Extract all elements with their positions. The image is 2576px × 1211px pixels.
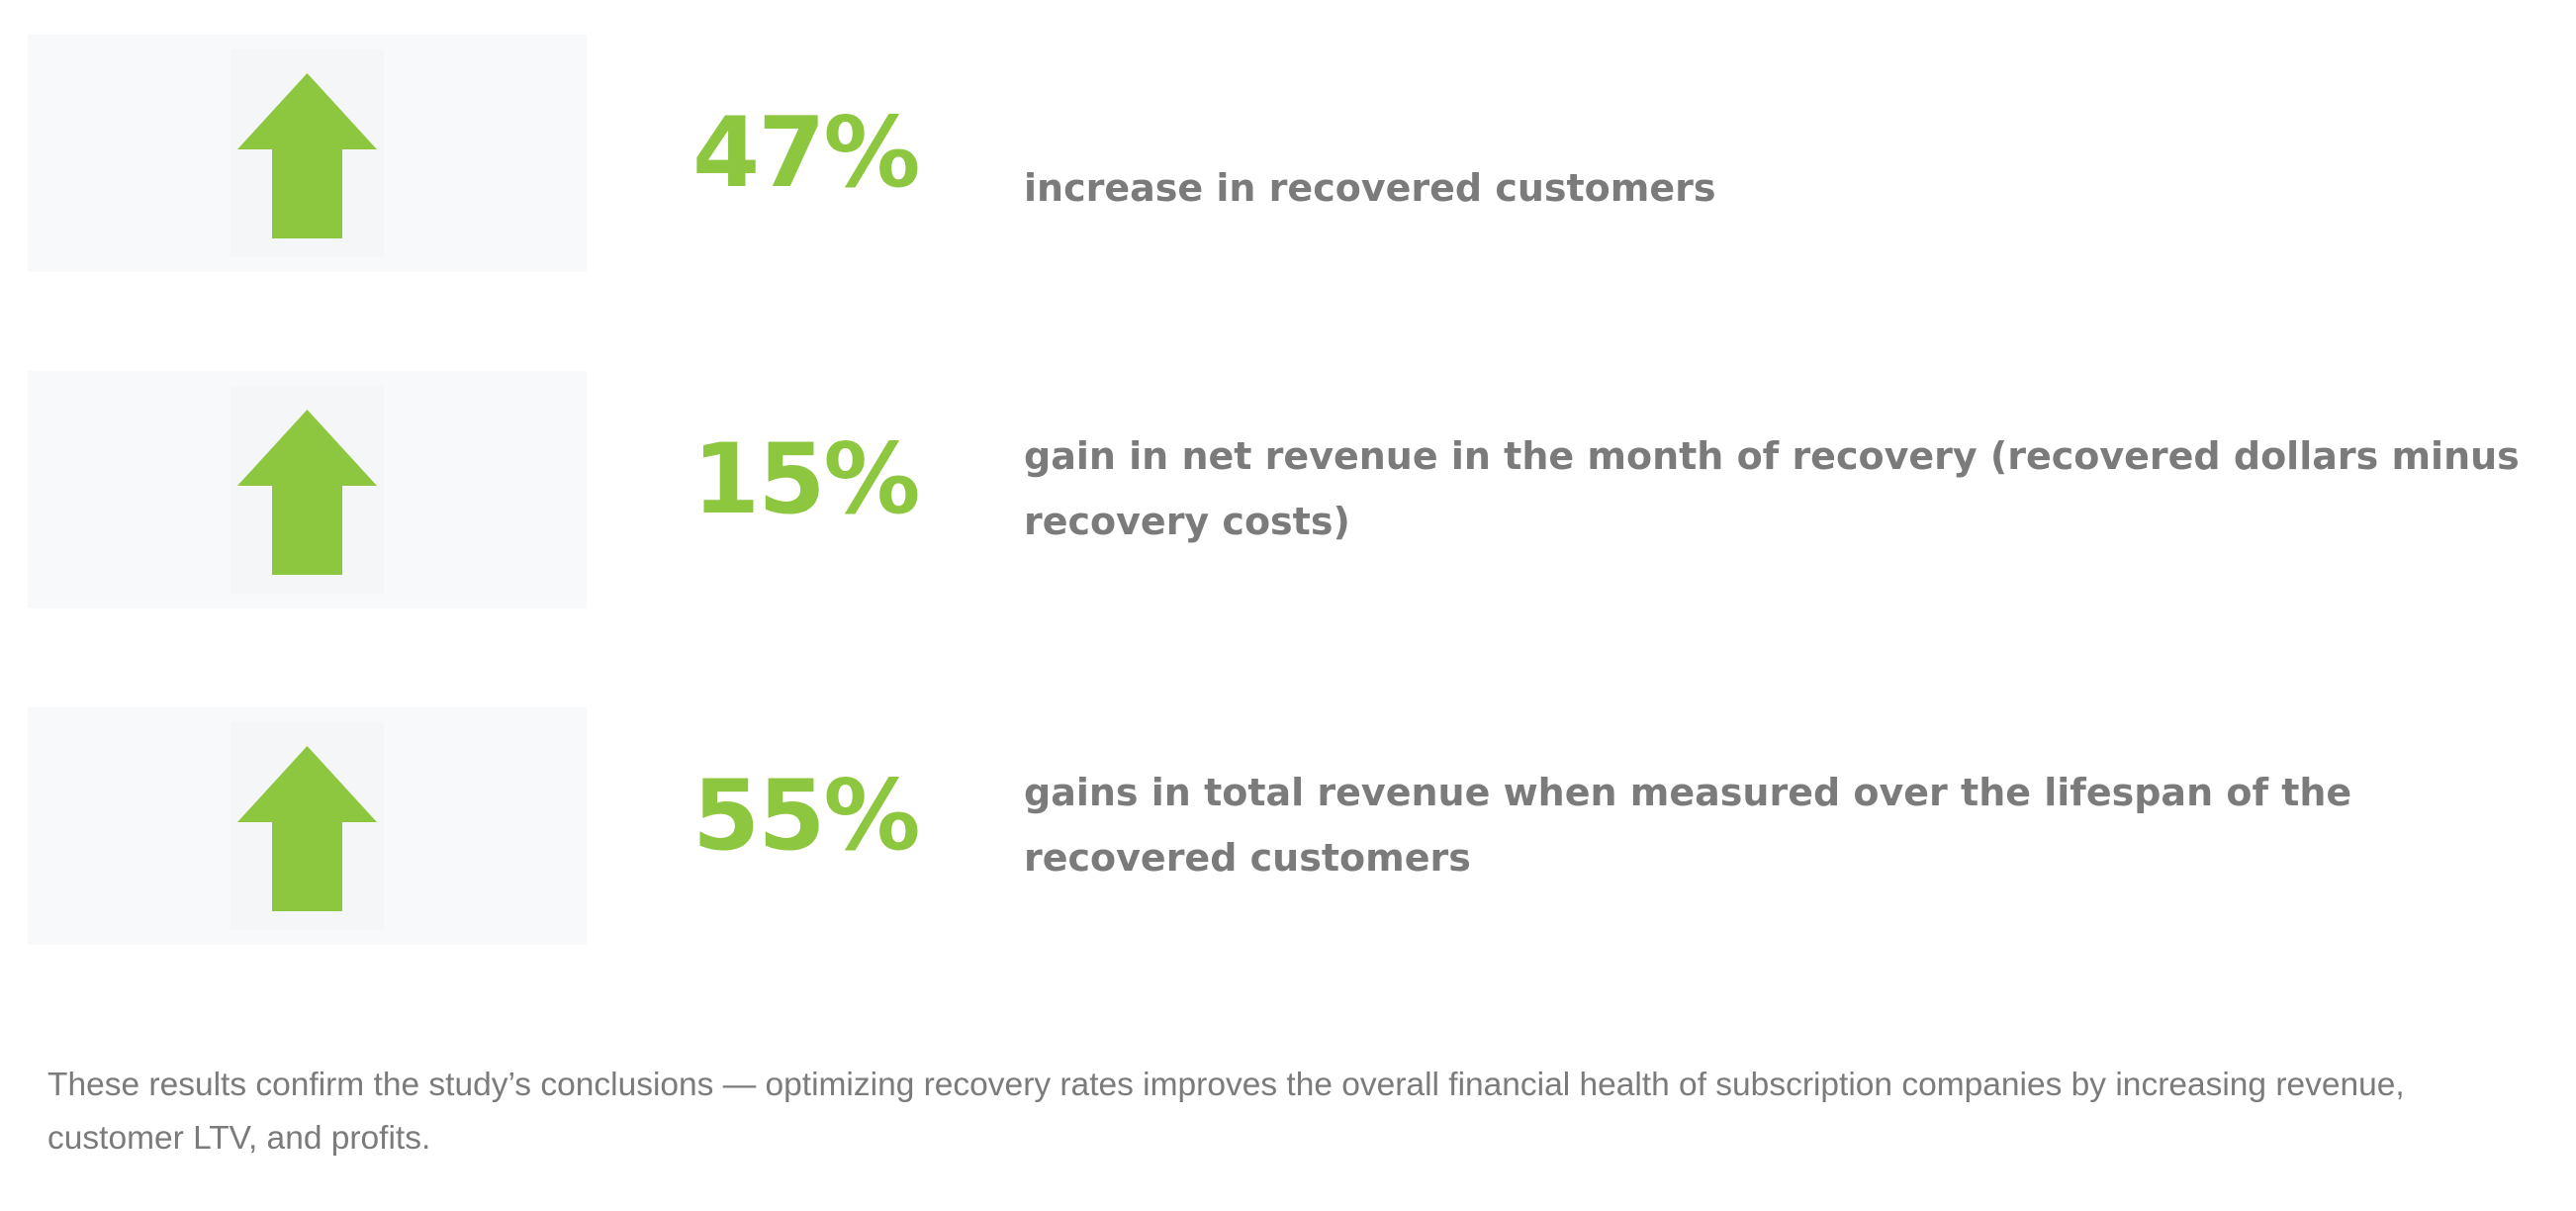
footer-summary: These results confirm the study’s conclu… bbox=[47, 1067, 2405, 1157]
arrow-up-icon bbox=[237, 410, 377, 575]
icon-panel bbox=[28, 35, 587, 272]
stat-description: increase in recovered customers bbox=[1024, 166, 1716, 210]
icon-panel bbox=[28, 371, 587, 608]
stat-row-total-revenue: 55% gains in total revenue when measured… bbox=[0, 707, 2576, 945]
icon-panel bbox=[28, 707, 587, 945]
stat-row-recovered-customers: 47% increase in recovered customers bbox=[0, 35, 2576, 272]
stat-value: 47% bbox=[692, 97, 921, 210]
stat-value: 15% bbox=[692, 423, 921, 536]
arrow-up-icon bbox=[237, 746, 377, 911]
stat-row-net-revenue: 15% gain in net revenue in the month of … bbox=[0, 371, 2576, 608]
arrow-up-icon bbox=[237, 73, 377, 238]
stat-description: gains in total revenue when measured ove… bbox=[1024, 771, 2352, 880]
stat-value: 55% bbox=[692, 760, 921, 873]
stat-description: gain in net revenue in the month of reco… bbox=[1024, 434, 2520, 543]
